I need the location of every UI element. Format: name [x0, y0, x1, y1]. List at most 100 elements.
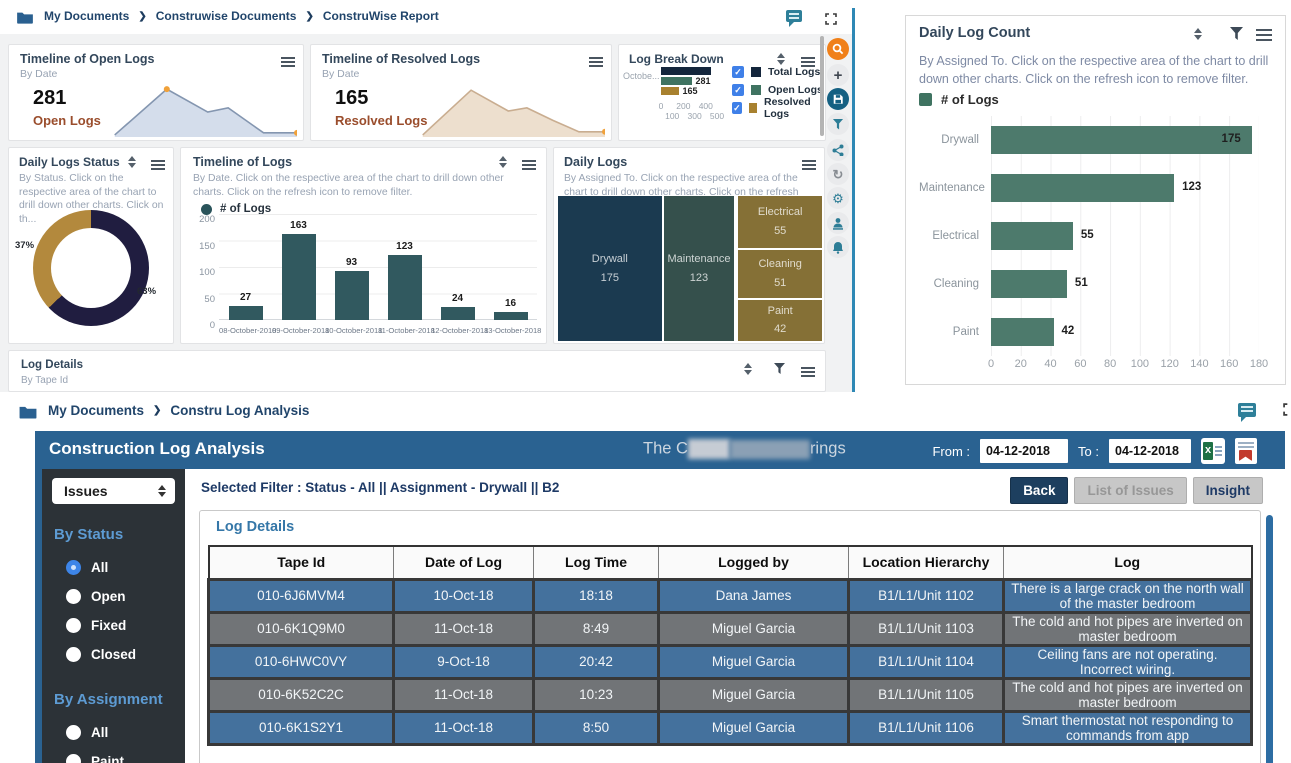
radio-icon[interactable] — [66, 618, 81, 633]
bar-value-label: 123 — [378, 241, 431, 252]
menu-icon[interactable] — [802, 160, 816, 170]
radio-icon[interactable] — [66, 754, 81, 763]
treemap-block-maintenance[interactable]: Maintenance123 — [664, 196, 735, 341]
from-date-input[interactable] — [980, 439, 1068, 463]
comment-icon[interactable] — [1238, 403, 1256, 417]
bar-13-October-2018[interactable] — [494, 312, 528, 320]
list-of-issues-button[interactable]: List of Issues — [1074, 477, 1186, 504]
add-icon[interactable]: + — [827, 64, 849, 86]
scrollbar[interactable] — [820, 36, 824, 136]
bar-paint[interactable] — [991, 318, 1054, 346]
bar-open-logs[interactable] — [661, 77, 692, 85]
menu-icon[interactable] — [151, 160, 165, 170]
checkbox-checked-icon[interactable]: ✓ — [732, 66, 744, 78]
bar-electrical[interactable] — [991, 222, 1073, 250]
axis-tick: 08-October-2018 — [219, 326, 272, 335]
sort-icon[interactable] — [499, 156, 507, 168]
bar-11-October-2018[interactable] — [388, 255, 422, 320]
menu-icon[interactable] — [589, 57, 603, 67]
bar-value-label: 123 — [1182, 181, 1201, 193]
export-pdf-icon[interactable] — [1235, 438, 1257, 464]
issues-dropdown[interactable]: Issues — [52, 478, 175, 504]
filter-icon[interactable] — [827, 113, 849, 135]
table-cell: B1/L1/Unit 1103 — [849, 612, 1004, 645]
menu-icon[interactable] — [281, 57, 295, 67]
table-scrollbar[interactable] — [1266, 515, 1273, 763]
axis-tick: 50 — [204, 294, 215, 305]
breadcrumb-item-my-documents[interactable]: My Documents — [44, 9, 129, 23]
status-radio-group: AllOpenFixedClosed — [52, 553, 175, 669]
open-logs-line-chart[interactable] — [111, 85, 297, 137]
notifications-icon[interactable] — [827, 236, 849, 258]
share-icon[interactable] — [827, 139, 849, 161]
sort-icon[interactable] — [128, 156, 136, 168]
folder-icon — [16, 10, 34, 29]
axis-tick: 09-October-2018 — [272, 326, 325, 335]
menu-icon[interactable] — [1256, 29, 1272, 41]
axis-tick: 60 — [1074, 358, 1086, 370]
treemap-value: 123 — [690, 269, 708, 288]
sort-icon[interactable] — [744, 363, 752, 375]
status-option-open[interactable]: Open — [52, 582, 175, 611]
filter-icon[interactable] — [1230, 27, 1243, 40]
menu-icon[interactable] — [522, 160, 536, 170]
resolved-logs-line-chart[interactable] — [419, 85, 605, 137]
settings-icon[interactable]: ⚙ — [827, 187, 849, 209]
checkbox-checked-icon[interactable]: ✓ — [732, 84, 744, 96]
treemap-block-paint[interactable]: Paint42 — [738, 300, 822, 341]
fullscreen-icon[interactable] — [1283, 403, 1291, 421]
menu-icon[interactable] — [801, 367, 815, 377]
user-icon[interactable] — [827, 212, 849, 234]
comment-icon[interactable] — [786, 10, 802, 22]
save-icon[interactable] — [827, 88, 849, 110]
axis-tick: 0 — [210, 320, 215, 331]
bar-cleaning[interactable] — [991, 270, 1067, 298]
assignment-option-all[interactable]: All — [52, 718, 175, 747]
radio-icon[interactable] — [66, 589, 81, 604]
back-button[interactable]: Back — [1010, 477, 1068, 504]
selected-filter-text: Selected Filter : Status - All || Assign… — [201, 480, 559, 495]
panel-timeline-resolved-logs: Timeline of Resolved Logs By Date 165 Re… — [310, 44, 612, 141]
export-excel-icon[interactable] — [1201, 438, 1225, 464]
bar-09-October-2018[interactable] — [282, 234, 316, 320]
panel-title: Log Details — [21, 359, 83, 371]
assignment-option-paint[interactable]: Paint — [52, 747, 175, 763]
status-option-all[interactable]: All — [52, 553, 175, 582]
to-date-input[interactable] — [1109, 439, 1191, 463]
refresh-icon[interactable]: ↻ — [827, 163, 849, 185]
breadcrumb-item-construwise-report[interactable]: ConstruWise Report — [323, 9, 439, 23]
app-gutter — [35, 469, 42, 763]
bar-12-October-2018[interactable] — [441, 307, 475, 320]
fullscreen-icon[interactable] — [825, 12, 837, 30]
treemap-block-drywall[interactable]: Drywall175 — [558, 196, 662, 341]
status-option-closed[interactable]: Closed — [52, 640, 175, 669]
dlc-legend: # of Logs — [919, 92, 999, 107]
bar-drywall[interactable] — [991, 126, 1252, 154]
search-icon[interactable] — [827, 38, 849, 60]
checkbox-checked-icon[interactable]: ✓ — [732, 102, 742, 114]
sort-icon[interactable] — [1194, 28, 1202, 40]
filter-icon[interactable] — [774, 363, 785, 374]
table-cell: 11-Oct-18 — [394, 711, 534, 744]
bar-value-label: 27 — [219, 292, 272, 303]
radio-icon[interactable] — [66, 725, 81, 740]
treemap-block-cleaning[interactable]: Cleaning51 — [738, 250, 822, 298]
radio-selected-icon[interactable] — [66, 560, 81, 575]
status-option-fixed[interactable]: Fixed — [52, 611, 175, 640]
breadcrumb-item-my-documents[interactable]: My Documents — [48, 403, 144, 418]
bar-maintenance[interactable] — [991, 174, 1174, 202]
legend-dot-icon — [201, 204, 212, 215]
bar-total-logs[interactable] — [661, 67, 711, 75]
table-cell: Miguel Garcia — [659, 678, 849, 711]
breadcrumb-item-constru-log-analysis[interactable]: Constru Log Analysis — [170, 403, 309, 418]
open-logs-count: 281 — [33, 87, 66, 110]
treemap-block-electrical[interactable]: Electrical55 — [738, 196, 822, 248]
bar-08-October-2018[interactable] — [229, 306, 263, 320]
bar-10-October-2018[interactable] — [335, 271, 369, 320]
insight-button[interactable]: Insight — [1193, 477, 1263, 504]
chevron-right-icon: ❯ — [305, 11, 313, 22]
radio-icon[interactable] — [66, 647, 81, 662]
screen: My Documents ❯ Construwise Documents ❯ C… — [0, 0, 1291, 763]
bar-resolved-logs[interactable] — [661, 87, 679, 95]
breadcrumb-item-construwise-documents[interactable]: Construwise Documents — [156, 9, 297, 23]
